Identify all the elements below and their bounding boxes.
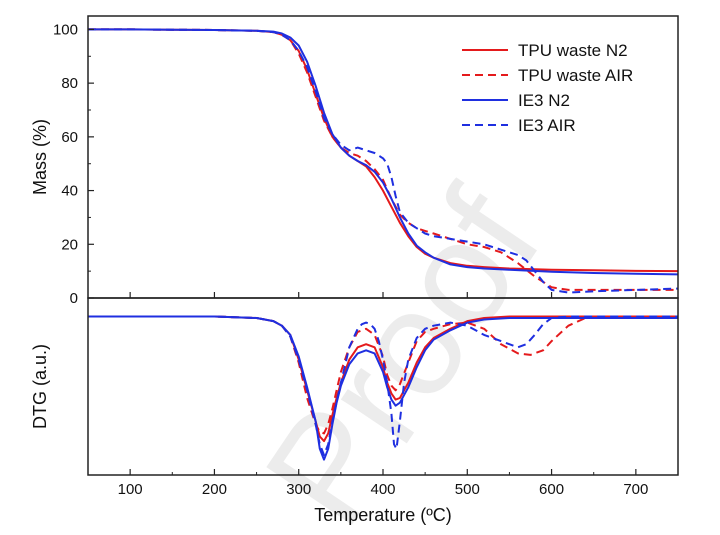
legend-label: IE3 N2 <box>518 91 570 110</box>
x-tick-label: 200 <box>202 481 227 498</box>
axis-labels: Mass (%) DTG (a.u.) Temperature (ºC) <box>30 119 452 525</box>
x-tick-label: 400 <box>370 481 395 498</box>
dtg-series-ie3-air <box>88 315 678 456</box>
x-tick-label: 600 <box>539 481 564 498</box>
y-tick-label: 0 <box>70 290 78 307</box>
mass-axis-title: Mass (%) <box>30 119 50 195</box>
legend-label: TPU waste N2 <box>518 41 628 60</box>
legend-label: IE3 AIR <box>518 116 576 135</box>
y-tick-label: 40 <box>61 183 78 200</box>
y-tick-label: 80 <box>61 75 78 92</box>
legend-label: TPU waste AIR <box>518 66 633 85</box>
dtg-axis-title: DTG (a.u.) <box>30 344 50 429</box>
y-tick-label: 60 <box>61 129 78 146</box>
x-tick-label: 700 <box>623 481 648 498</box>
mass-series-ie3-air <box>88 28 678 294</box>
axes-frame: 100 200 300 400 500 600 700 0 20 40 60 80 100 <box>53 15 679 498</box>
x-tick-label: 100 <box>118 481 143 498</box>
temperature-axis-title: Temperature (ºC) <box>314 505 452 525</box>
plot-layer <box>88 28 678 461</box>
x-tick-label: 500 <box>455 481 480 498</box>
x-tick-label: 300 <box>286 481 311 498</box>
y-tick-label: 20 <box>61 236 78 253</box>
legend: TPU waste N2 TPU waste AIR IE3 N2 IE3 AIR <box>462 41 633 135</box>
y-tick-label: 100 <box>53 21 78 38</box>
dtg-series-ie3-n2 <box>88 315 678 461</box>
mass-series-tpu-waste-air <box>88 28 678 291</box>
